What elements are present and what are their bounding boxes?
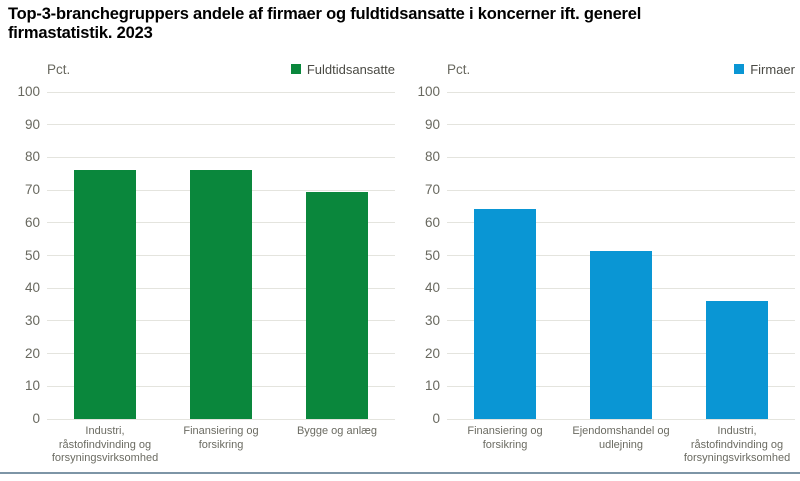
chart-fuldtidsansatte: Pct. Fuldtidsansatte 0 10 20 30 40 50 60 70 80 90…	[0, 55, 400, 470]
chart-firmaer: Pct. Firmaer 0 10 20 30 40 50 60 70 80 90 100 Fina…	[400, 55, 800, 470]
legend-label: Fuldtidsansatte	[306, 61, 395, 77]
y-axis: 0 10 20 30 40 50 60 70 80 90 100	[0, 84, 40, 426]
legend-swatch-icon	[290, 64, 301, 74]
y-axis-tick-label: 20	[424, 345, 440, 361]
x-axis-labels: Industri, råstofindvinding og forsynings…	[0, 425, 400, 470]
x-axis-labels: Finansiering og forsikring Ejendomshandel…	[400, 425, 800, 470]
gridline	[447, 222, 795, 224]
y-axis-tick-label: 0	[432, 411, 440, 426]
bar	[474, 208, 536, 419]
y-axis-tick-label: 80	[24, 149, 40, 165]
y-axis-tick-label: 100	[17, 84, 40, 99]
y-axis-unit-label: Pct.	[47, 61, 71, 77]
x-axis-category-label: Finansiering og forsikring	[467, 425, 543, 451]
plot-area	[447, 91, 795, 420]
y-axis-tick-label: 90	[424, 116, 440, 132]
gridline	[47, 156, 395, 158]
x-axis-category-label: Bygge og anlæg	[296, 425, 378, 437]
y-axis-tick-label: 40	[24, 280, 40, 296]
y-axis-unit-label: Pct.	[447, 61, 471, 77]
y-axis-tick-label: 60	[24, 214, 40, 230]
y-axis-tick-label: 10	[424, 378, 440, 394]
bar	[74, 169, 136, 419]
legend: Firmaer	[734, 62, 795, 77]
chart-header: Pct. Firmaer	[447, 60, 795, 78]
y-axis-tick-label: 0	[32, 411, 40, 426]
y-axis-tick-label: 80	[424, 149, 440, 165]
gridline	[447, 91, 795, 93]
y-axis-tick-label: 70	[424, 182, 440, 198]
plot-area	[47, 91, 395, 420]
gridline	[447, 418, 795, 420]
x-axis-category-label: Ejendomshandel og udlejning	[572, 425, 670, 451]
y-axis-tick-label: 50	[24, 247, 40, 263]
legend: Fuldtidsansatte	[290, 61, 395, 77]
gridline	[447, 124, 795, 126]
x-axis-category-label: Finansiering og forsikring	[183, 425, 259, 451]
bottom-divider	[0, 472, 800, 474]
y-axis-tick-label: 30	[24, 312, 40, 328]
gridline	[47, 91, 395, 93]
gridline	[447, 189, 795, 191]
page-title: Top-3-branchegruppers andele af firmaer …	[8, 5, 642, 42]
bar	[706, 300, 768, 419]
y-axis: 0 10 20 30 40 50 60 70 80 90 100	[400, 84, 440, 426]
x-axis-category-label: Industri, råstofindvinding og forsynings…	[51, 425, 159, 464]
y-axis-tick-label: 10	[24, 378, 40, 394]
legend-label: Firmaer	[750, 61, 795, 77]
chart-header: Pct. Fuldtidsansatte	[47, 60, 395, 78]
y-axis-tick-label: 60	[424, 214, 440, 230]
y-axis-tick-label: 90	[24, 116, 40, 132]
bar	[306, 191, 368, 419]
y-axis-tick-label: 100	[417, 84, 440, 99]
bar	[190, 170, 252, 419]
y-axis-tick-label: 70	[24, 182, 40, 198]
y-axis-tick-label: 40	[424, 280, 440, 296]
y-axis-tick-label: 30	[424, 312, 440, 328]
gridline	[47, 124, 395, 126]
legend-swatch-icon	[734, 64, 745, 74]
bar	[590, 250, 652, 419]
gridline	[447, 156, 795, 158]
gridline	[47, 418, 395, 420]
y-axis-tick-label: 50	[424, 247, 440, 263]
y-axis-tick-label: 20	[24, 345, 40, 361]
x-axis-category-label: Industri, råstofindvinding og forsynings…	[683, 425, 791, 464]
